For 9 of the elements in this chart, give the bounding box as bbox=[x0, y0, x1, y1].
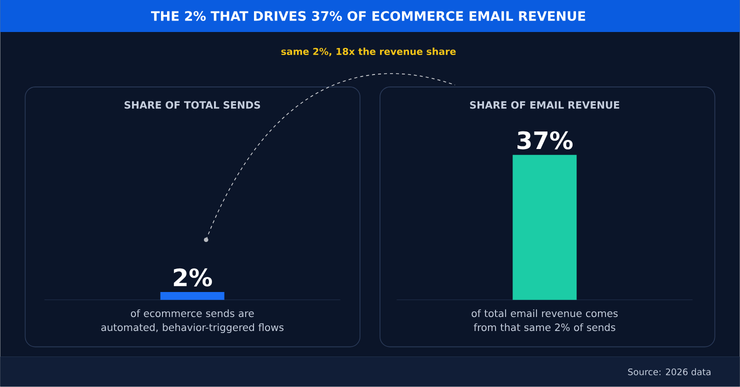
data-label: 37% bbox=[518, 131, 573, 150]
text: SHARE OF TOTAL SENDS bbox=[124, 101, 260, 109]
x-tick-label: of total email revenue comes from that same 2% of sends bbox=[472, 309, 618, 332]
source-note: Source: 2026 data bbox=[628, 368, 710, 376]
text: same 2%, 18x the revenue share bbox=[281, 48, 456, 56]
text: THE 2% THAT DRIVES 37% OF ECOMMERCE EMAIL REVENUE bbox=[151, 11, 586, 22]
text: SHARE OF EMAIL REVENUE bbox=[470, 101, 620, 109]
x-tick-label: of ecommerce sends are automated, behavior-triggered flows bbox=[101, 309, 284, 334]
data-label: 2% bbox=[174, 268, 212, 287]
